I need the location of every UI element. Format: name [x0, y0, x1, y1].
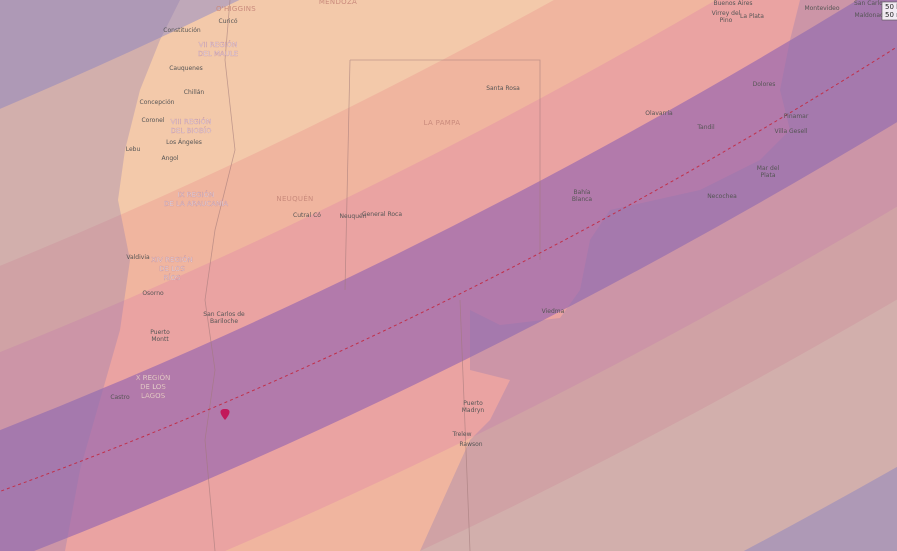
region-label: DE LA ARAUCANÍA — [164, 199, 228, 208]
place-label: Santa Rosa — [486, 85, 520, 92]
scale-bar — [881, 1, 897, 21]
place-label: Olavarría — [645, 110, 673, 117]
place-label: Concepción — [140, 99, 175, 106]
place-label: Puerto Montt — [150, 329, 170, 343]
region-label: DEL MAULE — [198, 50, 238, 58]
place-label: Osorno — [142, 290, 164, 297]
labels: O'HIGGINS MENDOZA Constitución Curicó Cauque… — [110, 0, 887, 448]
region-label: DE LOS — [140, 383, 166, 391]
scale-label: 50 km — [885, 3, 897, 11]
place-label: San Carlos — [854, 0, 886, 7]
region-label: RÍOS — [164, 273, 181, 282]
place-label: MENDOZA — [319, 0, 357, 6]
place-label: Bahía Blanca — [572, 189, 593, 203]
place-label: O'HIGGINS — [216, 5, 256, 13]
place-label: Dolores — [753, 81, 776, 88]
place-label: Rawson — [459, 441, 482, 448]
place-label: Lebu — [126, 146, 141, 153]
place-label: Trelew — [451, 431, 471, 438]
place-label: Puerto Madryn — [462, 400, 485, 414]
place-label: Chillán — [184, 89, 205, 96]
place-label: Castro — [110, 394, 130, 401]
region-label: IX REGIÓN — [178, 190, 215, 199]
place-label: Pinamar — [784, 113, 809, 120]
place-label: Mar del Plata — [757, 165, 780, 179]
location-pin — [220, 409, 230, 420]
place-label: Constitución — [163, 27, 201, 34]
place-label: Neuquén — [339, 213, 366, 220]
place-label: Tandil — [696, 124, 715, 131]
place-label: Angol — [161, 155, 178, 162]
region-label: VIII REGIÓN — [171, 117, 212, 126]
place-label: Necochea — [707, 193, 737, 200]
region-label: LAGOS — [141, 392, 166, 400]
place-label: Villa Gesell — [774, 128, 807, 135]
region-label: X REGIÓN — [136, 373, 171, 382]
region-label: VII REGIÓN — [199, 40, 238, 49]
place-label: Cauquenes — [169, 65, 203, 72]
region-label: DE LOS — [159, 265, 185, 273]
place-label: Maldonado — [855, 12, 888, 19]
place-label: Viedma — [542, 308, 565, 315]
place-label: Buenos Aires — [713, 0, 752, 7]
region-label: DEL BIOBÍO — [171, 126, 212, 135]
place-label: San Carlos de Bariloche — [203, 311, 245, 325]
place-label: Coronel — [141, 117, 164, 124]
place-label: NEUQUÉN — [276, 194, 313, 203]
place-label: Montevideo — [804, 5, 839, 12]
place-label: Curicó — [218, 18, 237, 25]
place-label: General Roca — [362, 211, 402, 218]
region-label: XIV REGIÓN — [151, 255, 192, 264]
place-label: Virrey del Pino — [712, 10, 741, 24]
borders — [204, 0, 541, 551]
place-label: LA PAMPA — [424, 119, 461, 127]
place-label: La Plata — [740, 13, 764, 20]
scale-label: 50 mi — [885, 11, 897, 19]
place-label: Valdivia — [126, 254, 150, 261]
place-label: Cutral Có — [293, 212, 321, 219]
place-label: Los Ángeles — [166, 139, 202, 146]
